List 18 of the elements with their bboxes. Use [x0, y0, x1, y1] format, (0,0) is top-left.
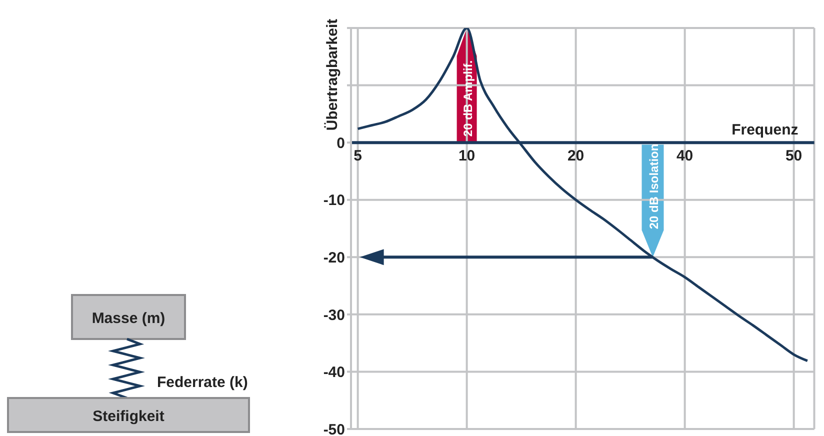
annotation: 20 dB Isolation [646, 144, 661, 230]
annotation: 20 dB Amplif. [460, 60, 475, 137]
y-tick-label: -20 [323, 249, 345, 266]
y-tick-label: -30 [323, 306, 345, 324]
x-tick-label: 40 [676, 148, 694, 165]
x-tick-label: 50 [785, 148, 802, 165]
x-tick-label: 5 [354, 148, 362, 165]
text: Masse (m) [92, 310, 166, 327]
y-tick-label: -40 [323, 364, 345, 382]
y-tick-label: -50 [323, 421, 345, 436]
text: Steifigkeit [92, 408, 164, 425]
text: Federrate (k) [157, 374, 248, 391]
y-axis-title: Übertragbarkeit [324, 18, 341, 131]
x-tick-label: 20 [567, 148, 584, 165]
x-axis-title: Frequenz [732, 122, 798, 139]
y-tick-label: -10 [323, 192, 345, 210]
y-tick-label: 0 [336, 134, 345, 152]
x-tick-label: 10 [458, 148, 476, 165]
